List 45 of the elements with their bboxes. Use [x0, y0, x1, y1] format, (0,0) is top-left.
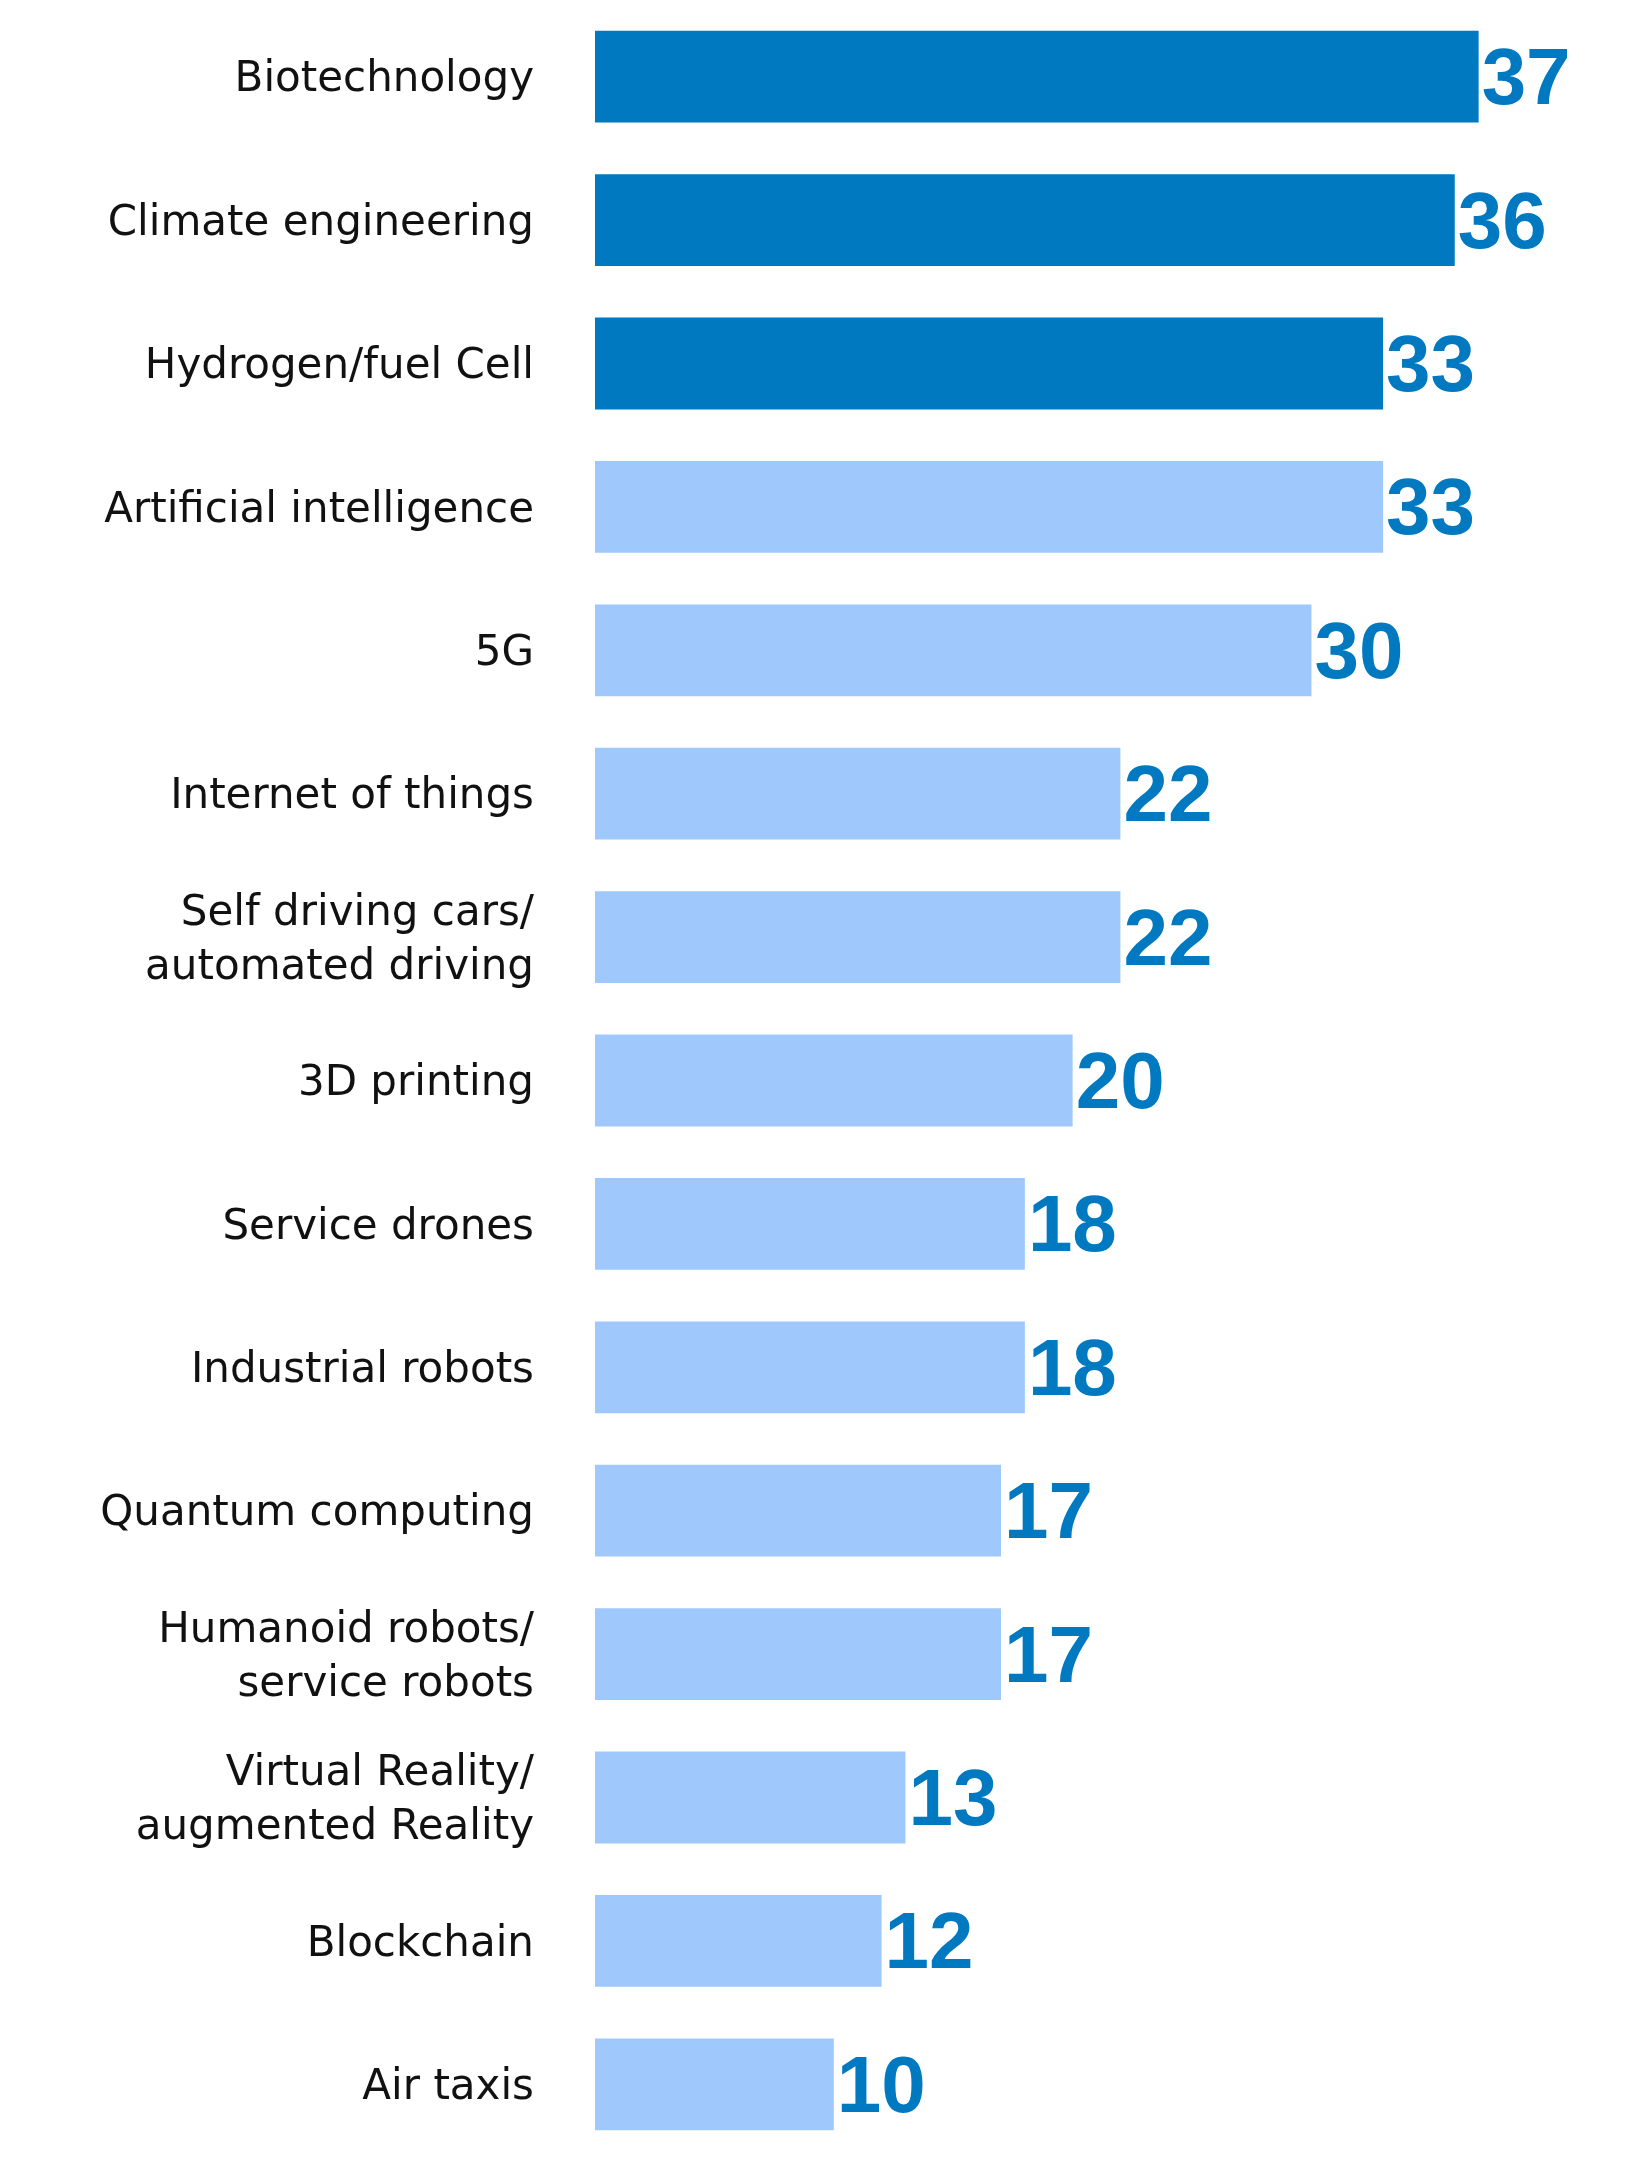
bar: [595, 891, 1121, 983]
bar: [595, 747, 1121, 840]
bar: [595, 1178, 1025, 1270]
data-label: 17: [1003, 1609, 1093, 1699]
y-tick-label: Service drones: [222, 1199, 534, 1249]
data-label: 12: [884, 1896, 974, 1986]
data-label: 33: [1386, 319, 1476, 408]
data-label: 22: [1123, 749, 1213, 839]
y-tick-label: 3D printing: [297, 1056, 534, 1106]
data-label: 13: [908, 1753, 998, 1842]
bar: [595, 604, 1312, 697]
bar: [595, 30, 1479, 123]
bar: [595, 1034, 1073, 1127]
y-tick-label: Self driving cars/ automated driving: [145, 885, 535, 990]
bar: [595, 317, 1384, 410]
y-tick-label: Biotechnology: [234, 52, 534, 102]
bar: [595, 174, 1455, 266]
data-label: 18: [1027, 1322, 1117, 1412]
data-label: 18: [1027, 1179, 1117, 1269]
data-label: 33: [1386, 462, 1476, 552]
y-tick-label: 5G: [474, 626, 534, 675]
bar: [595, 2038, 834, 2131]
data-label: 30: [1314, 605, 1404, 695]
bar: [595, 1464, 1001, 1557]
y-tick-label: Virtual Reality/ augmented Reality: [135, 1745, 535, 1850]
bar: [595, 1321, 1025, 1414]
y-tick-label: Humanoid robots/ service robots: [158, 1602, 535, 1707]
data-label: 20: [1075, 1036, 1165, 1125]
data-label: 36: [1457, 175, 1547, 265]
data-label: 10: [836, 2039, 926, 2129]
data-label: 22: [1123, 892, 1213, 982]
y-tick-label: Quantum computing: [100, 1486, 534, 1536]
bar: [595, 1751, 906, 1844]
bar: [595, 1895, 882, 1987]
bar: [595, 461, 1384, 553]
y-tick-label: Blockchain: [306, 1916, 534, 1966]
y-tick-label: Internet of things: [170, 769, 534, 819]
bar: [595, 1608, 1001, 1700]
y-tick-label: Hydrogen/fuel Cell: [144, 339, 534, 389]
data-label: 17: [1003, 1466, 1093, 1556]
y-tick-label: Artificial intelligence: [104, 482, 534, 532]
y-tick-label: Industrial robots: [190, 1343, 534, 1392]
data-label: 37: [1481, 32, 1571, 122]
y-tick-label: Air taxis: [362, 2060, 534, 2109]
y-tick-label: Climate engineering: [107, 195, 534, 245]
